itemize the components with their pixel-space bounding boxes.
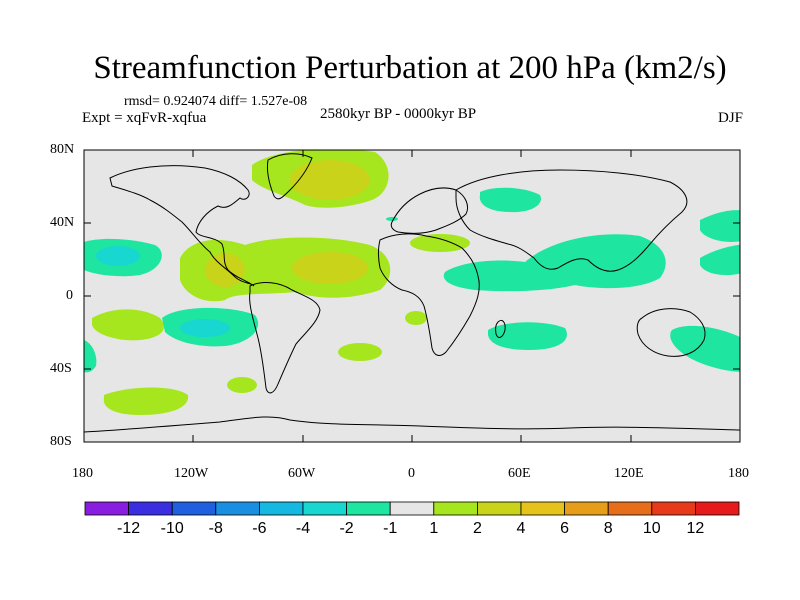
coastline-africa [378,233,480,356]
colorbar-swatch [520,501,565,516]
colorbar-label: -12 [117,520,140,537]
colorbar-swatch [695,501,740,516]
negative-anomaly-indo-pacific [443,234,666,292]
lon-label-60w: 60W [288,466,316,481]
negative-anomaly-pacific-west [700,244,740,276]
positive-anomaly-atlantic-core [292,252,368,284]
colorbar-label: 4 [517,520,526,537]
lon-label-180w: 180 [72,466,93,481]
positive-anomaly-south-pacific-3 [227,377,257,393]
colorbar-swatch [607,501,653,516]
positive-anomaly-south-atlantic [338,343,382,361]
coastline-australia [636,308,706,357]
colorbar-label: 12 [687,520,705,537]
lon-label-180e: 180 [728,466,749,481]
colorbar-label: -8 [209,520,223,537]
coastline-antarctica [84,416,740,433]
colorbar-swatch [433,501,478,516]
lon-label-120w: 120W [174,466,209,481]
negative-anomaly-atlantic-small [386,217,398,221]
lat-label-40s: 40S [50,361,72,376]
coastline-madagascar [495,319,506,338]
lon-label-0: 0 [408,466,415,481]
colorbar-swatch [302,501,347,516]
colorbar-label: -10 [161,520,184,537]
lat-label-80n: 80N [50,142,75,157]
lat-label-80s: 80S [50,434,72,449]
positive-anomaly-south-pacific-1 [92,309,164,341]
lat-label-eq: 0 [66,288,73,303]
negative-anomaly-north-pacific-east [700,210,740,242]
map-title: Streamfunction Perturbation at 200 hPa (… [93,50,727,86]
positive-anomaly-caribbean-core [205,253,245,287]
positive-anomaly-north-africa [410,234,470,252]
colorbar-label: -4 [296,520,310,537]
lat-label-40n: 40N [50,215,75,230]
colorbar-label: -6 [252,520,266,537]
season-label: DJF [717,110,743,126]
colorbar-label: 8 [604,520,613,537]
colorbar-label: -1 [383,520,397,537]
colorbar-swatch [215,501,260,516]
colorbar-swatch [128,501,173,516]
colorbar-label: 2 [473,520,482,537]
coastline-south-america [249,282,321,394]
negative-anomaly-southwest-edge [84,340,97,373]
stats-text: rmsd= 0.924074 diff= 1.527e-08 [124,94,308,109]
colorbar-swatch [476,501,522,516]
colorbar-label: 10 [643,520,661,537]
negative-anomaly-indian-ocean [488,322,567,350]
colorbar-label: 1 [429,520,438,537]
colorbar-swatch [564,501,609,516]
colorbar: -12 -10 -8 -6 -4 -2 -1 1 2 4 6 8 10 12 [84,501,740,537]
negative-anomaly-southeast-pacific-core [180,319,230,337]
coastlines [84,153,740,433]
colorbar-swatch [346,501,391,516]
positive-anomaly-greenland-core [290,160,370,200]
coastline-greenland [267,153,313,200]
coastline-europe [390,187,469,234]
negative-anomaly-europe [479,187,541,213]
coastline-asia [455,169,688,272]
positive-anomaly-west-africa [405,311,427,325]
positive-anomaly-south-pacific-2 [103,387,189,415]
colorbar-swatch [171,501,217,516]
negative-anomaly-south-pacific-east [670,325,740,372]
axis-ticks [83,149,741,443]
colorbar-swatch [389,501,435,516]
colorbar-swatch [651,501,696,516]
colorbar-swatch [258,501,304,516]
experiment-label: Expt = xqFvR-xqfua [82,110,207,126]
negative-anomaly-central-pacific-core [96,246,140,266]
colorbar-label: 6 [560,520,569,537]
lon-label-60e: 60E [508,466,531,481]
colorbar-swatch [84,501,129,516]
period-label: 2580kyr BP - 0000kyr BP [320,106,477,122]
lon-label-120e: 120E [614,466,644,481]
coastline-north-america [109,165,255,287]
colorbar-label: -2 [339,520,353,537]
